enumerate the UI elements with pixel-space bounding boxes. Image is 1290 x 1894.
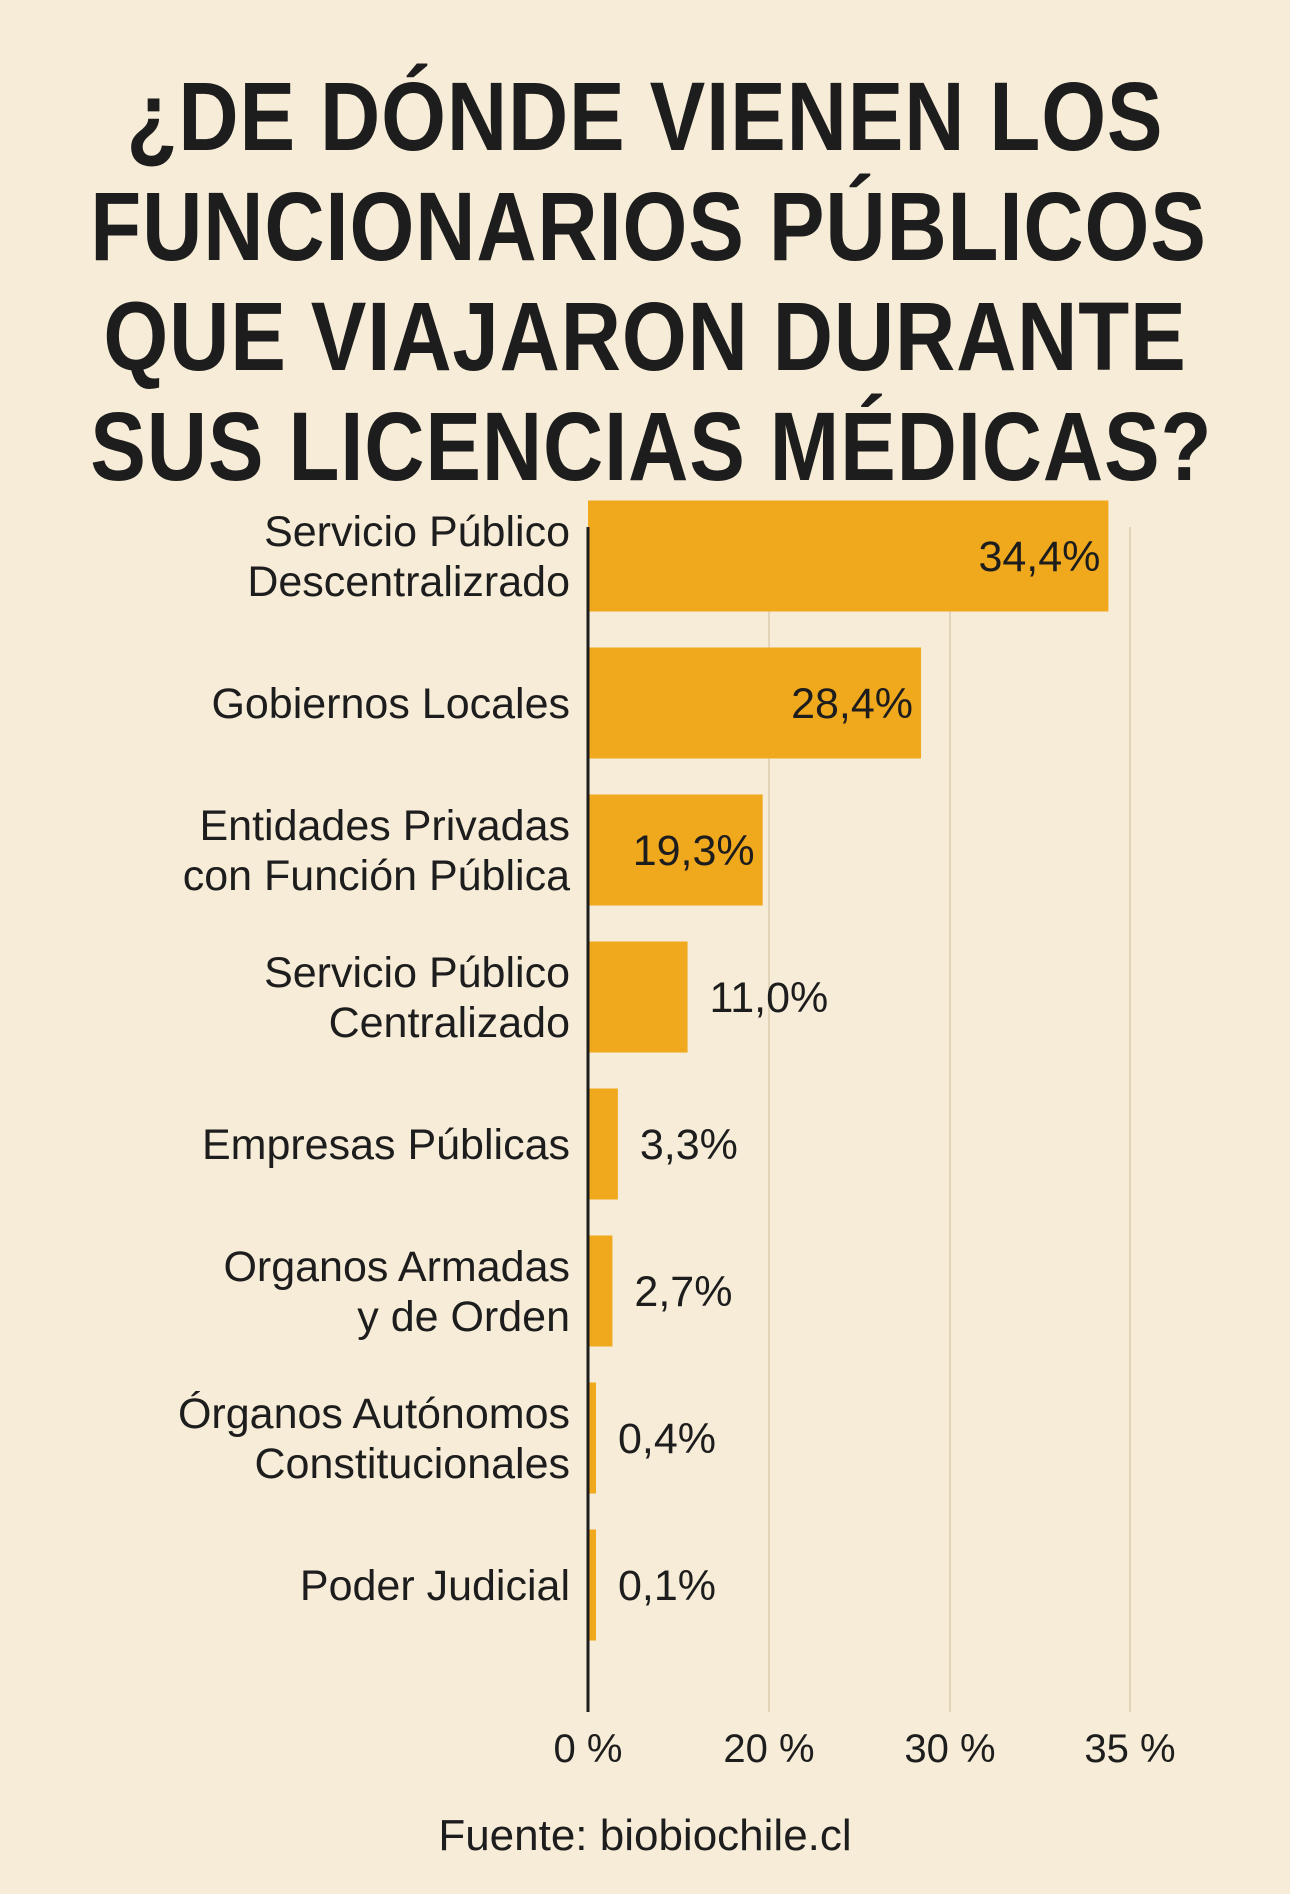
title-line-3: QUE VIAJARON DURANTE — [103, 282, 1187, 391]
category-label-line: Descentralizrado — [247, 558, 570, 606]
category-label-line: y de Orden — [357, 1293, 570, 1341]
value-label-4: 3,3% — [640, 1121, 738, 1169]
category-label-line: Gobiernos Locales — [211, 680, 570, 728]
value-label-2: 19,3% — [633, 827, 755, 875]
category-label-2: Entidades Privadas con Función Pública — [183, 802, 570, 900]
value-label-6: 0,4% — [618, 1415, 716, 1463]
category-label-line: Servicio Público — [264, 949, 570, 997]
bar-3 — [588, 941, 688, 1053]
category-label-line: Servicio Público — [264, 508, 570, 556]
bar-2 — [588, 794, 763, 906]
category-label-7: Poder Judicial — [300, 1562, 570, 1610]
category-label-line: con Función Pública — [183, 852, 570, 900]
title-line-1: ¿DE DÓNDE VIENEN LOS — [126, 62, 1164, 171]
bar-4 — [588, 1088, 618, 1200]
bar-5 — [588, 1235, 613, 1347]
bar-1 — [588, 647, 922, 759]
category-label-5: Organos Armadas y de Orden — [223, 1243, 570, 1341]
category-label-line: Entidades Privadas — [200, 802, 571, 850]
title-line-2: FUNCIONARIOS PÚBLICOS — [90, 172, 1207, 281]
category-label-line: Empresas Públicas — [202, 1121, 570, 1169]
bar-7 — [588, 1529, 596, 1641]
value-label-0: 34,4% — [978, 533, 1100, 581]
value-label-5: 2,7% — [634, 1268, 732, 1316]
x-tick-label-0: 0 % — [554, 1727, 623, 1771]
bar-0 — [588, 500, 1109, 612]
category-label-line: Constitucionales — [254, 1440, 570, 1488]
x-tick-label-30: 30 % — [904, 1727, 995, 1771]
category-label-line: Poder Judicial — [300, 1562, 570, 1610]
chart-title: ¿DE DÓNDE VIENEN LOS FUNCIONARIOS PÚBLIC… — [0, 62, 1290, 502]
source-credit: Fuente: biobiochile.cl — [438, 1811, 852, 1860]
bar-6 — [588, 1382, 596, 1494]
x-tick-label-20: 20 % — [723, 1727, 814, 1771]
value-label-7: 0,1% — [618, 1562, 716, 1610]
category-label-line: Organos Armadas — [223, 1243, 570, 1291]
title-line-4: SUS LICENCIAS MÉDICAS? — [90, 392, 1213, 501]
category-label-6: Órganos Autónomos Constitucionales — [178, 1390, 570, 1488]
x-tick-label-35: 35 % — [1084, 1727, 1175, 1771]
category-label-line: Centralizado — [329, 999, 570, 1047]
category-label-4: Empresas Públicas — [202, 1121, 570, 1169]
category-label-3: Servicio Público Centralizado — [264, 949, 570, 1047]
category-label-1: Gobiernos Locales — [211, 680, 570, 728]
value-label-3: 11,0% — [710, 974, 829, 1022]
value-label-1: 28,4% — [791, 680, 913, 728]
category-label-0: Servicio Público Descentralizrado — [247, 508, 570, 606]
category-label-line: Órganos Autónomos — [178, 1390, 570, 1438]
